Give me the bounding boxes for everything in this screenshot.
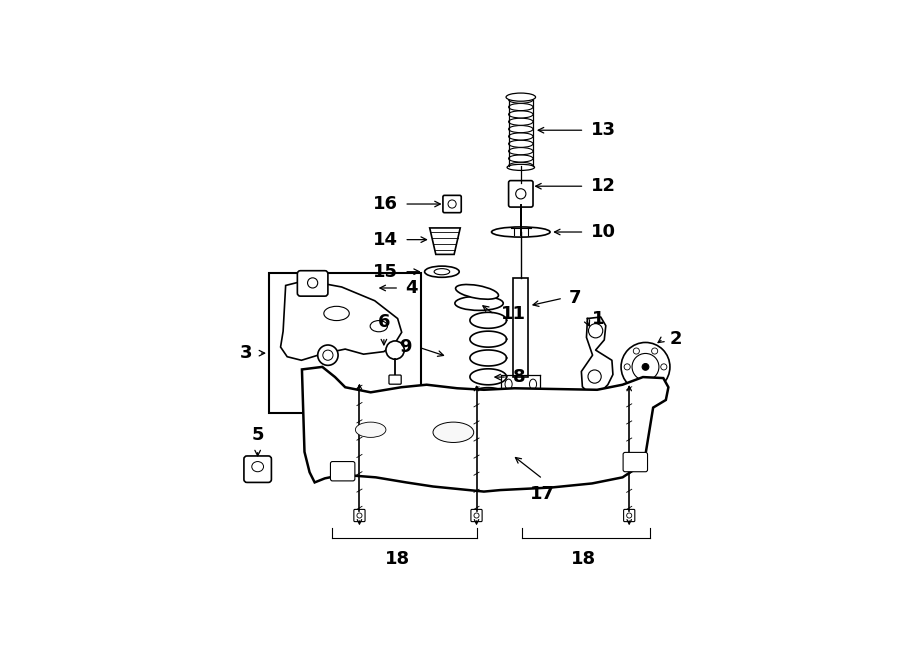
Ellipse shape bbox=[447, 406, 491, 418]
Ellipse shape bbox=[508, 133, 533, 140]
FancyBboxPatch shape bbox=[297, 271, 328, 296]
Circle shape bbox=[634, 379, 639, 386]
Text: 9: 9 bbox=[400, 338, 412, 356]
Ellipse shape bbox=[434, 268, 450, 275]
Ellipse shape bbox=[252, 461, 264, 472]
Ellipse shape bbox=[508, 111, 533, 118]
Ellipse shape bbox=[508, 147, 533, 155]
Ellipse shape bbox=[508, 155, 533, 162]
FancyBboxPatch shape bbox=[244, 456, 272, 483]
FancyBboxPatch shape bbox=[443, 196, 461, 213]
FancyBboxPatch shape bbox=[623, 452, 647, 472]
Ellipse shape bbox=[356, 422, 386, 438]
Polygon shape bbox=[429, 228, 460, 254]
Ellipse shape bbox=[433, 422, 473, 442]
Ellipse shape bbox=[491, 227, 550, 237]
Text: 5: 5 bbox=[251, 426, 264, 444]
Circle shape bbox=[588, 370, 601, 383]
Text: 6: 6 bbox=[378, 313, 390, 330]
Text: 3: 3 bbox=[240, 344, 253, 362]
FancyBboxPatch shape bbox=[624, 510, 634, 522]
Circle shape bbox=[474, 513, 479, 518]
Circle shape bbox=[357, 513, 362, 518]
Text: 11: 11 bbox=[500, 305, 526, 323]
FancyBboxPatch shape bbox=[354, 510, 365, 522]
Circle shape bbox=[652, 348, 658, 354]
Text: 10: 10 bbox=[590, 223, 616, 241]
Text: 8: 8 bbox=[513, 368, 526, 386]
Ellipse shape bbox=[505, 379, 512, 389]
Text: 7: 7 bbox=[569, 289, 581, 307]
Ellipse shape bbox=[506, 93, 536, 101]
Circle shape bbox=[323, 350, 333, 360]
Polygon shape bbox=[302, 367, 669, 492]
Circle shape bbox=[516, 189, 526, 199]
Text: 14: 14 bbox=[374, 231, 398, 249]
Ellipse shape bbox=[425, 266, 459, 278]
Circle shape bbox=[634, 348, 639, 354]
Text: 4: 4 bbox=[405, 279, 418, 297]
FancyBboxPatch shape bbox=[508, 180, 533, 207]
Ellipse shape bbox=[508, 118, 533, 126]
Circle shape bbox=[661, 364, 667, 370]
Circle shape bbox=[621, 342, 670, 391]
Text: 15: 15 bbox=[374, 262, 398, 281]
Circle shape bbox=[318, 345, 338, 366]
Ellipse shape bbox=[508, 96, 533, 103]
Polygon shape bbox=[281, 280, 401, 360]
FancyBboxPatch shape bbox=[471, 510, 482, 522]
Circle shape bbox=[642, 364, 649, 370]
Text: 2: 2 bbox=[670, 330, 682, 348]
Ellipse shape bbox=[507, 165, 535, 171]
Circle shape bbox=[632, 354, 659, 380]
Text: 12: 12 bbox=[590, 177, 616, 195]
Circle shape bbox=[386, 341, 404, 359]
Circle shape bbox=[589, 324, 603, 338]
Bar bbox=[513, 278, 528, 377]
Ellipse shape bbox=[370, 321, 387, 332]
Circle shape bbox=[652, 379, 658, 386]
Text: 16: 16 bbox=[374, 195, 398, 213]
Circle shape bbox=[624, 364, 630, 370]
FancyBboxPatch shape bbox=[330, 461, 355, 481]
Ellipse shape bbox=[529, 379, 536, 389]
Ellipse shape bbox=[324, 306, 349, 321]
Ellipse shape bbox=[508, 126, 533, 133]
Circle shape bbox=[626, 513, 632, 518]
Ellipse shape bbox=[455, 284, 499, 299]
FancyBboxPatch shape bbox=[389, 375, 401, 384]
Text: 18: 18 bbox=[571, 550, 596, 568]
Text: 17: 17 bbox=[530, 485, 555, 503]
Ellipse shape bbox=[454, 296, 503, 311]
Text: 13: 13 bbox=[590, 121, 616, 139]
Text: 1: 1 bbox=[592, 309, 605, 328]
Ellipse shape bbox=[508, 104, 533, 110]
Text: 18: 18 bbox=[385, 550, 410, 568]
Circle shape bbox=[448, 200, 456, 208]
Ellipse shape bbox=[508, 140, 533, 147]
Bar bbox=[269, 273, 420, 412]
Ellipse shape bbox=[508, 163, 533, 169]
Circle shape bbox=[308, 278, 318, 288]
